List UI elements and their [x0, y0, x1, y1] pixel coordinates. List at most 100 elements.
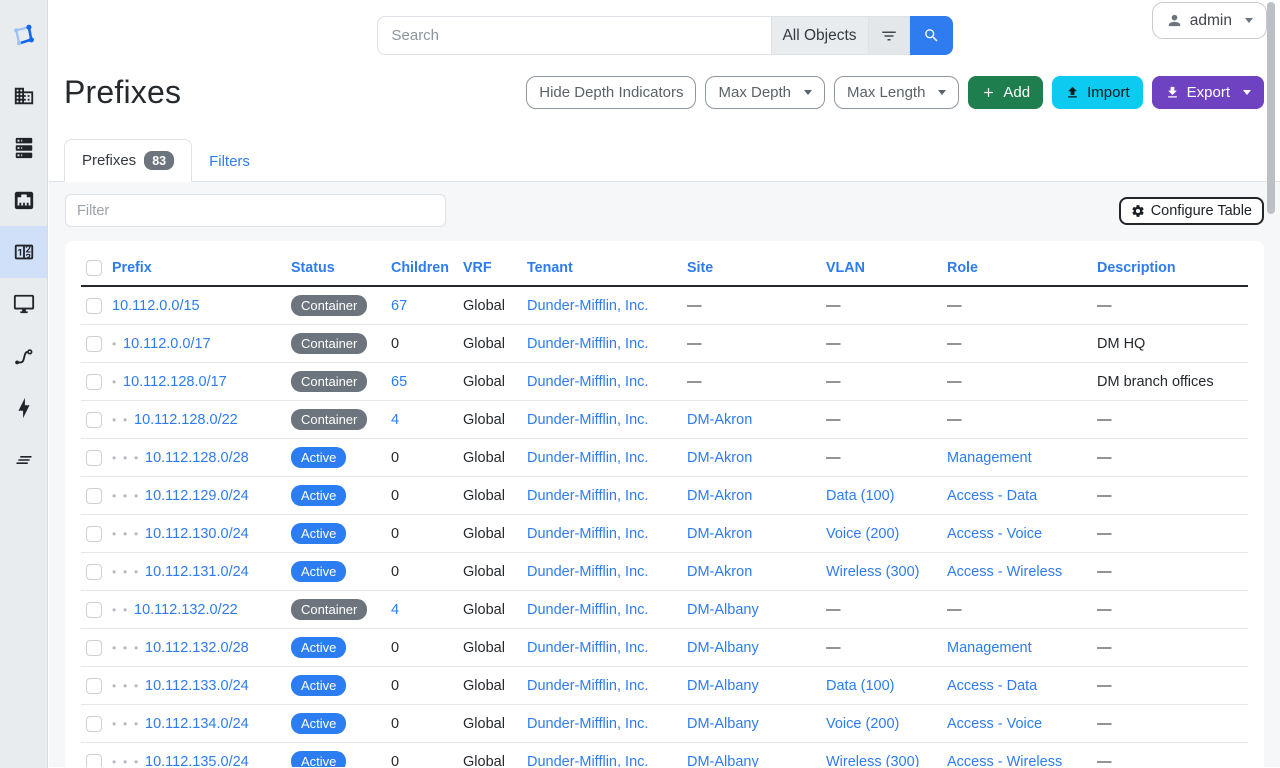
- prefix-link[interactable]: 10.112.128.0/22: [134, 411, 238, 428]
- children-link[interactable]: 65: [391, 373, 408, 390]
- prefix-link[interactable]: 10.112.133.0/24: [145, 677, 249, 694]
- tenant-link[interactable]: Dunder-Mifflin, Inc.: [527, 373, 649, 390]
- tenant-link[interactable]: Dunder-Mifflin, Inc.: [527, 411, 649, 428]
- search-scope-button[interactable]: All Objects: [770, 16, 868, 55]
- tenant-link[interactable]: Dunder-Mifflin, Inc.: [527, 639, 649, 656]
- children-link[interactable]: 4: [391, 411, 400, 428]
- sidebar-item-circuits[interactable]: [0, 330, 47, 382]
- site-link[interactable]: DM-Akron: [687, 525, 753, 542]
- sort-link-description[interactable]: Description: [1097, 260, 1176, 277]
- site-link[interactable]: DM-Albany: [687, 715, 759, 732]
- tenant-link[interactable]: Dunder-Mifflin, Inc.: [527, 449, 649, 466]
- prefix-link[interactable]: 10.112.0.0/17: [123, 335, 211, 352]
- vlan-link[interactable]: Wireless (300): [826, 563, 920, 580]
- select-all-checkbox[interactable]: [86, 260, 102, 277]
- row-checkbox[interactable]: [86, 601, 102, 618]
- site-link[interactable]: DM-Albany: [687, 601, 759, 618]
- tenant-link[interactable]: Dunder-Mifflin, Inc.: [527, 487, 649, 504]
- prefix-link[interactable]: 10.112.135.0/24: [145, 753, 249, 767]
- tab-prefixes[interactable]: Prefixes 83: [64, 139, 193, 182]
- scrollbar-thumb[interactable]: [1267, 2, 1275, 214]
- sidebar-item-power[interactable]: [0, 382, 47, 434]
- row-checkbox[interactable]: [86, 715, 102, 732]
- row-checkbox[interactable]: [86, 411, 102, 428]
- site-link[interactable]: DM-Albany: [687, 639, 759, 656]
- sidebar-item-operations[interactable]: [0, 434, 47, 486]
- prefix-link[interactable]: 10.112.131.0/24: [145, 563, 249, 580]
- tenant-link[interactable]: Dunder-Mifflin, Inc.: [527, 525, 649, 542]
- import-button[interactable]: Import: [1052, 76, 1143, 109]
- site-link[interactable]: DM-Akron: [687, 411, 753, 428]
- tenant-link[interactable]: Dunder-Mifflin, Inc.: [527, 753, 649, 767]
- export-dropdown[interactable]: Export: [1151, 76, 1264, 109]
- table-filter-input[interactable]: [65, 194, 446, 227]
- tenant-link[interactable]: Dunder-Mifflin, Inc.: [527, 601, 649, 618]
- tenant-link[interactable]: Dunder-Mifflin, Inc.: [527, 297, 649, 314]
- row-checkbox[interactable]: [86, 639, 102, 656]
- hide-depth-indicators-button[interactable]: Hide Depth Indicators: [526, 76, 697, 109]
- max-length-dropdown[interactable]: Max Length: [834, 76, 960, 109]
- user-menu-button[interactable]: admin: [1151, 2, 1267, 39]
- sidebar-item-virtualization[interactable]: [0, 278, 47, 330]
- tenant-link[interactable]: Dunder-Mifflin, Inc.: [527, 715, 649, 732]
- tenant-link[interactable]: Dunder-Mifflin, Inc.: [527, 335, 649, 352]
- tab-filters[interactable]: Filters: [209, 153, 250, 170]
- sidebar-item-connections[interactable]: [0, 174, 47, 226]
- netbox-logo[interactable]: [0, 0, 47, 70]
- add-button[interactable]: Add: [968, 76, 1044, 109]
- prefix-link[interactable]: 10.112.132.0/28: [145, 639, 249, 656]
- sort-link-role[interactable]: Role: [947, 260, 978, 277]
- role-link[interactable]: Access - Data: [947, 487, 1038, 504]
- sort-link-children[interactable]: Children: [391, 260, 449, 277]
- vlan-link[interactable]: Wireless (300): [826, 753, 920, 767]
- row-checkbox[interactable]: [86, 525, 102, 542]
- configure-table-button[interactable]: Configure Table: [1118, 196, 1264, 225]
- row-checkbox[interactable]: [86, 677, 102, 694]
- prefix-link[interactable]: 10.112.134.0/24: [145, 715, 249, 732]
- max-depth-dropdown[interactable]: Max Depth: [705, 76, 826, 109]
- tenant-link[interactable]: Dunder-Mifflin, Inc.: [527, 677, 649, 694]
- sidebar-item-devices[interactable]: [0, 122, 47, 174]
- sort-link-vrf[interactable]: VRF: [463, 260, 492, 277]
- row-checkbox[interactable]: [86, 373, 102, 390]
- tenant-link[interactable]: Dunder-Mifflin, Inc.: [527, 563, 649, 580]
- prefix-link[interactable]: 10.112.130.0/24: [145, 525, 249, 542]
- search-submit-button[interactable]: [909, 16, 953, 55]
- prefix-link[interactable]: 10.112.129.0/24: [145, 487, 249, 504]
- prefix-link[interactable]: 10.112.132.0/22: [134, 601, 238, 618]
- search-filter-button[interactable]: [867, 16, 910, 55]
- vlan-link[interactable]: Data (100): [826, 487, 895, 504]
- sort-link-status[interactable]: Status: [291, 260, 335, 277]
- site-link[interactable]: DM-Akron: [687, 449, 753, 466]
- sort-link-tenant[interactable]: Tenant: [527, 260, 573, 277]
- role-link[interactable]: Management: [947, 449, 1032, 466]
- children-link[interactable]: 4: [391, 601, 400, 618]
- site-link[interactable]: DM-Albany: [687, 677, 759, 694]
- prefix-link[interactable]: 10.112.128.0/17: [123, 373, 227, 390]
- row-checkbox[interactable]: [86, 335, 102, 352]
- site-link[interactable]: DM-Akron: [687, 563, 753, 580]
- sort-link-prefix[interactable]: Prefix: [112, 260, 152, 277]
- row-checkbox[interactable]: [86, 297, 102, 314]
- sidebar-item-ipam[interactable]: [0, 226, 47, 278]
- role-link[interactable]: Access - Voice: [947, 525, 1043, 542]
- vlan-link[interactable]: Voice (200): [826, 525, 900, 542]
- role-link[interactable]: Access - Wireless: [947, 563, 1063, 580]
- role-link[interactable]: Access - Data: [947, 677, 1038, 694]
- vlan-link[interactable]: Data (100): [826, 677, 895, 694]
- site-link[interactable]: DM-Albany: [687, 753, 759, 767]
- row-checkbox[interactable]: [86, 753, 102, 767]
- role-link[interactable]: Access - Wireless: [947, 753, 1063, 767]
- sidebar-item-organization[interactable]: [0, 70, 47, 122]
- role-link[interactable]: Management: [947, 639, 1032, 656]
- sort-link-site[interactable]: Site: [687, 260, 714, 277]
- row-checkbox[interactable]: [86, 449, 102, 466]
- row-checkbox[interactable]: [86, 487, 102, 504]
- row-checkbox[interactable]: [86, 563, 102, 580]
- global-search-input[interactable]: [376, 16, 771, 55]
- prefix-link[interactable]: 10.112.0.0/15: [112, 297, 200, 314]
- role-link[interactable]: Access - Voice: [947, 715, 1043, 732]
- sort-link-vlan[interactable]: VLAN: [826, 260, 865, 277]
- site-link[interactable]: DM-Akron: [687, 487, 753, 504]
- vlan-link[interactable]: Voice (200): [826, 715, 900, 732]
